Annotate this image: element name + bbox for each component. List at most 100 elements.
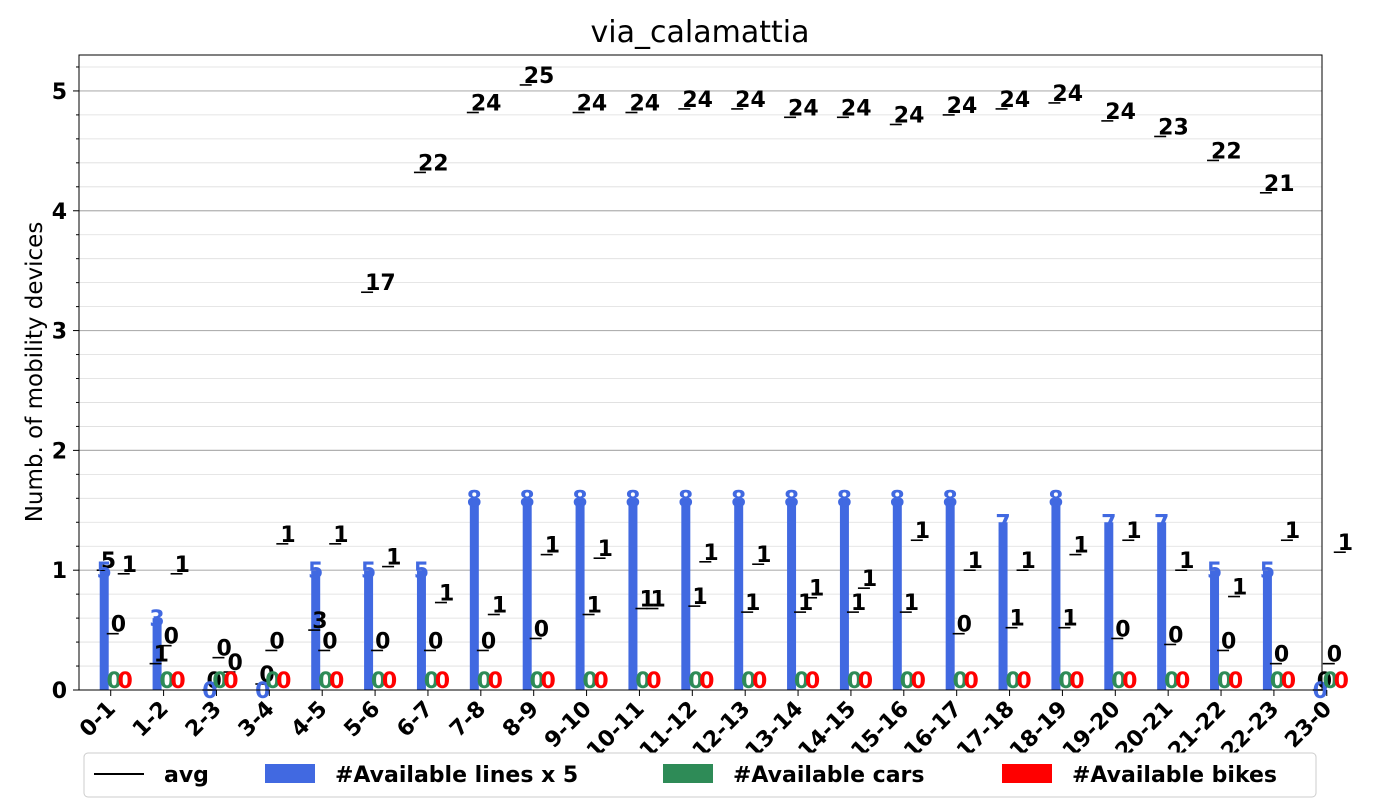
y-axis-ticks: 0 1 2 3 4 5: [52, 66, 79, 704]
label-available-lines: 8: [837, 487, 852, 512]
label-available-bikes: 0: [1334, 669, 1349, 694]
label-available-lines: 5: [97, 559, 112, 584]
avg-label-bikes: 1: [1179, 549, 1194, 574]
label-available-cars: 0: [1111, 669, 1126, 694]
avg-label-bikes: 1: [175, 553, 190, 578]
avg-label-bikes: 1: [492, 594, 507, 619]
bar-available-lines: [839, 498, 849, 690]
label-available-lines: 8: [890, 487, 905, 512]
label-available-cars: 0: [1270, 669, 1285, 694]
x-tick-label: 6-7: [392, 697, 438, 743]
avg-label-lines: 24: [735, 88, 766, 113]
x-tick-label: 0-1: [75, 697, 121, 743]
x-tick-label: 5-6: [340, 697, 386, 743]
avg-label-lines: 0: [206, 669, 221, 694]
avg-label-lines: 17: [365, 271, 396, 296]
y-tick-label: 5: [52, 80, 67, 105]
avg-label-bikes: 1: [545, 534, 560, 559]
avg-label-bikes: 1: [968, 549, 983, 574]
avg-label-cars: 1: [904, 591, 919, 616]
x-tick-label: 2-3: [181, 697, 227, 743]
label-available-lines: 5: [1260, 559, 1275, 584]
avg-label-bikes: 1: [1232, 576, 1247, 601]
avg-label-cars: 1: [1062, 607, 1077, 632]
avg-label-cars: 1: [587, 594, 602, 619]
y-tick-label: 1: [52, 559, 67, 584]
label-available-bikes: 0: [1175, 669, 1190, 694]
avg-label-lines: 21: [1264, 172, 1295, 197]
bar-available-lines: [152, 618, 162, 690]
avg-label-lines: 24: [629, 92, 660, 117]
bar-available-lines: [892, 498, 902, 690]
label-available-cars: 0: [582, 669, 597, 694]
legend-bikes-swatch: [1002, 764, 1052, 783]
label-available-lines: 8: [467, 487, 482, 512]
label-available-cars: 0: [530, 669, 545, 694]
bar-available-lines: [575, 498, 585, 690]
avg-label-cars: 1: [692, 585, 707, 610]
avg-label-bikes: 1: [650, 588, 665, 613]
legend-cars-swatch: [663, 764, 713, 783]
label-available-cars: 0: [424, 669, 439, 694]
label-available-lines: 8: [784, 487, 799, 512]
label-available-bikes: 0: [488, 669, 503, 694]
bar-available-lines: [945, 498, 955, 690]
bar-available-lines: [628, 498, 638, 690]
label-available-bikes: 0: [541, 669, 556, 694]
y-axis-label: Numb. of mobility devices: [22, 222, 48, 523]
avg-label-cars: 0: [428, 629, 443, 654]
label-available-cars: 0: [1217, 669, 1232, 694]
label-available-bikes: 0: [276, 669, 291, 694]
label-available-lines: 5: [361, 559, 376, 584]
avg-label-cars: 0: [375, 629, 390, 654]
label-available-bikes: 0: [911, 669, 926, 694]
avg-label-lines: 24: [1000, 88, 1031, 113]
label-available-bikes: 0: [1069, 669, 1084, 694]
avg-label-bikes: 1: [333, 523, 348, 548]
label-available-bikes: 0: [329, 669, 344, 694]
label-available-cars: 0: [953, 669, 968, 694]
avg-label-cars: 0: [322, 629, 337, 654]
label-available-lines: 7: [1101, 511, 1116, 536]
label-available-lines: 7: [995, 511, 1010, 536]
bar-available-lines: [1262, 570, 1272, 690]
bar-available-lines: [734, 498, 744, 690]
legend-lines-swatch: [265, 764, 315, 783]
legend-lines-label: #Available lines x 5: [335, 763, 578, 788]
bar-available-lines: [469, 498, 479, 690]
avg-label-lines: 24: [947, 94, 978, 119]
legend-bikes-label: #Available bikes: [1072, 763, 1277, 788]
avg-label-lines: 5: [101, 549, 116, 574]
y-tick-label: 2: [52, 439, 67, 464]
bar-available-lines: [1104, 522, 1114, 690]
avg-label-lines: 0: [1317, 669, 1332, 694]
x-tick-label: 3-4: [234, 697, 280, 743]
bar-available-lines: [364, 570, 374, 690]
label-available-cars: 0: [688, 669, 703, 694]
avg-label-bikes: 1: [122, 553, 137, 578]
label-available-lines: 0: [202, 679, 217, 704]
chart-title: via_calamattia: [591, 15, 810, 50]
label-available-cars: 0: [900, 669, 915, 694]
avg-label-cars: 0: [216, 637, 231, 662]
label-available-bikes: 0: [964, 669, 979, 694]
avg-label-bikes: 1: [809, 577, 824, 602]
avg-label-lines: 22: [418, 151, 449, 176]
avg-label-bikes: 1: [280, 523, 295, 548]
avg-label-lines: 24: [1052, 82, 1083, 107]
label-available-bikes: 0: [646, 669, 661, 694]
label-available-bikes: 0: [1228, 669, 1243, 694]
avg-label-lines: 0: [259, 663, 274, 688]
label-available-bikes: 0: [699, 669, 714, 694]
avg-label-bikes: 1: [1073, 534, 1088, 559]
label-available-lines: 3: [149, 607, 164, 632]
label-available-cars: 0: [741, 669, 756, 694]
y-tick-label: 0: [52, 679, 67, 704]
label-available-lines: 7: [1154, 511, 1169, 536]
label-available-cars: 0: [371, 669, 386, 694]
label-available-bikes: 0: [382, 669, 397, 694]
label-available-cars: 0: [635, 669, 650, 694]
label-available-lines: 8: [731, 487, 746, 512]
avg-label-bikes: 1: [1285, 519, 1300, 544]
